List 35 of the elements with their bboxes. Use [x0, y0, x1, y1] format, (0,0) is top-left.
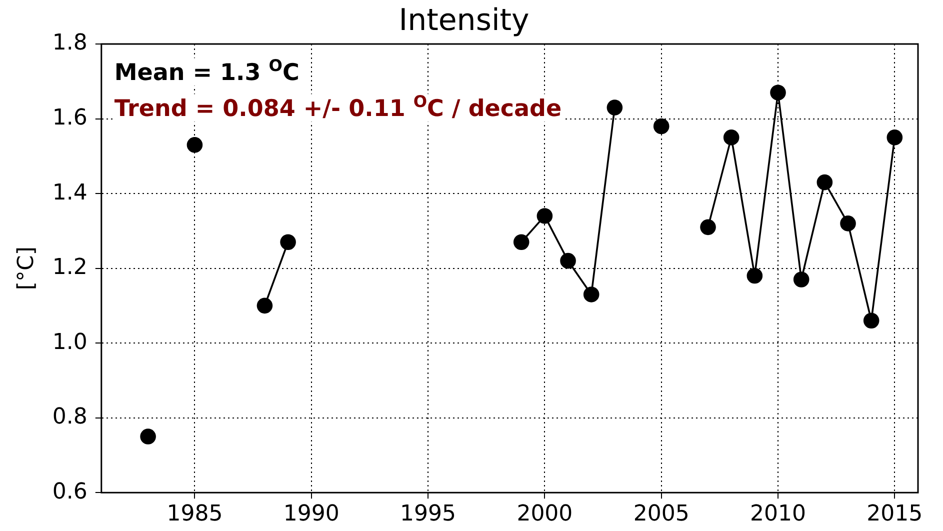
point [793, 272, 810, 288]
x-tick-label: 2010 [750, 502, 806, 527]
chart-title: Intensity [398, 2, 530, 38]
x-tick-label: 2015 [866, 502, 923, 527]
y-tick-label: 1.2 [52, 255, 88, 280]
point [186, 137, 203, 153]
x-tick-label: 2005 [633, 502, 690, 527]
point [886, 130, 903, 146]
point [583, 286, 600, 302]
point [700, 219, 716, 236]
point [513, 234, 530, 250]
y-tick-label: 0.6 [52, 479, 88, 504]
point [840, 216, 856, 232]
x-tick-label: 1995 [400, 502, 456, 527]
point [863, 312, 880, 329]
y-tick-label: 1.4 [52, 180, 88, 206]
y-axis-title: [°C] [14, 246, 39, 290]
x-tick-label: 1985 [166, 502, 223, 527]
point [280, 234, 296, 250]
y-tick-label: 0.8 [52, 404, 88, 430]
point [746, 268, 763, 284]
y-tick-label: 1.8 [52, 30, 88, 56]
point [723, 130, 740, 146]
x-tick-label: 1990 [283, 502, 340, 527]
y-tick-label: 1.0 [52, 330, 88, 355]
point [560, 252, 576, 269]
point [140, 428, 156, 444]
y-tick-label: 1.6 [52, 105, 88, 130]
point [256, 298, 273, 314]
point [606, 100, 623, 116]
point [770, 84, 786, 100]
point [536, 208, 553, 224]
point [653, 118, 670, 134]
point [816, 174, 833, 190]
x-tick-label: 2000 [516, 502, 573, 527]
